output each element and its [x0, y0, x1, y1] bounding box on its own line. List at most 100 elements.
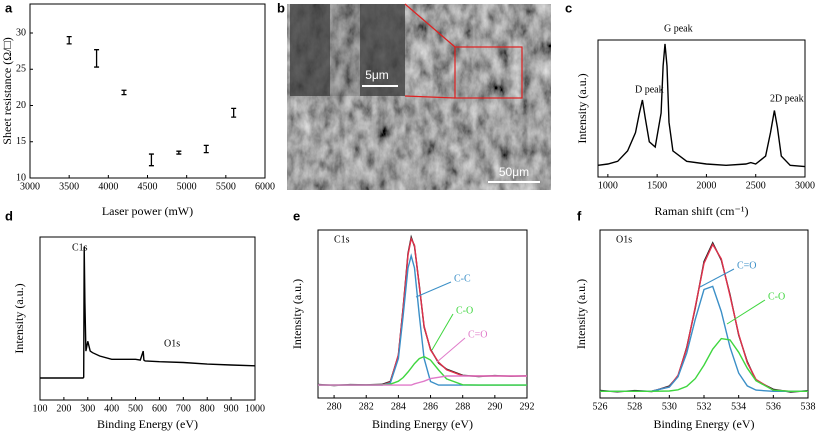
x-tick-label: 4500 [138, 181, 158, 192]
y-axis-label: Intensity (a.u.) [574, 279, 588, 349]
leader-line [699, 268, 735, 288]
plot-frame [317, 229, 528, 399]
annotation: G peak [664, 23, 693, 34]
data-line [318, 375, 527, 386]
scale-bar-label: 50μm [499, 165, 529, 179]
data-line [600, 242, 808, 392]
x-tick-label: 800 [200, 403, 215, 414]
data-line [318, 355, 527, 386]
x-tick-label: 288 [455, 401, 470, 412]
x-tick-label: 532 [697, 401, 712, 412]
error-bar [66, 35, 72, 45]
x-axis-label: Binding Energy (eV) [372, 417, 473, 431]
y-tick-label: 10 [16, 172, 26, 183]
error-bar [231, 107, 237, 118]
x-tick-label: 286 [423, 401, 438, 412]
x-tick-label: 284 [391, 401, 406, 412]
plot-frame [29, 3, 266, 179]
panel-label: a [5, 0, 13, 15]
x-tick-label: 200 [56, 403, 71, 414]
chart-panel: c Raman shift (cm⁻¹) Intensity (a.u.) 1000 1… [565, 0, 815, 217]
x-tick-label: 526 [593, 401, 608, 412]
chart-panel: f Binding Energy (eV) Intensity (a.u.) 526 5… [574, 208, 816, 430]
y-axis-label: Intensity (a.u.) [12, 283, 26, 353]
x-tick-label: 100 [33, 403, 48, 414]
x-tick-label: 5000 [177, 181, 197, 192]
x-axis-label: Binding Energy (eV) [653, 417, 754, 431]
y-axis-label: Intensity (a.u.) [575, 73, 589, 143]
x-tick-label: 5500 [216, 181, 236, 192]
panel-label: e [293, 208, 300, 223]
x-tick-label: 700 [176, 403, 191, 414]
leader-line [415, 281, 452, 298]
x-tick-label: 300 [80, 403, 95, 414]
series-label: C=O [737, 260, 757, 271]
x-tick-label: 3000 [795, 180, 815, 191]
annotation: 2D peak [770, 93, 804, 104]
series-label: C=O [468, 329, 488, 340]
x-tick-label: 536 [766, 401, 781, 412]
annotation: O1s [164, 338, 180, 349]
x-axis-label: Laser power (mW) [102, 204, 193, 218]
plot-frame [597, 39, 806, 178]
x-tick-label: 290 [487, 401, 502, 412]
x-tick-label: 6000 [255, 181, 275, 192]
data-line [318, 236, 527, 386]
leader-line [436, 337, 466, 363]
y-tick-label: 15 [16, 136, 26, 147]
error-bar [176, 150, 182, 155]
x-tick-label: 280 [327, 401, 342, 412]
data-line [597, 43, 806, 168]
error-bar [94, 49, 100, 68]
error-bar [148, 153, 154, 167]
error-bar [121, 89, 127, 96]
y-tick-label: 30 [16, 27, 26, 38]
x-tick-label: 900 [224, 403, 239, 414]
x-tick-label: 282 [359, 401, 374, 412]
zoom-box [454, 46, 523, 99]
x-tick-label: 4000 [98, 181, 118, 192]
data-line [40, 246, 256, 379]
x-axis-label: Raman shift (cm⁻¹) [655, 204, 749, 218]
y-axis-label: Sheet resistance (Ω/□) [0, 37, 14, 144]
x-tick-label: 538 [801, 401, 816, 412]
plot-frame [39, 236, 256, 401]
x-tick-label: 3000 [20, 181, 40, 192]
chart-panel: d Binding Energy (eV) Intensity (a.u.) 100 2… [5, 208, 265, 430]
annotation: C1s [72, 242, 88, 253]
x-tick-label: 400 [104, 403, 119, 414]
x-tick-label: 1000 [245, 403, 265, 414]
y-tick-label: 20 [16, 100, 26, 111]
series-label: C-C [454, 273, 471, 284]
leader-line [431, 313, 454, 351]
panel-label: c [565, 0, 572, 15]
panel-label: b [277, 0, 285, 15]
x-tick-label: 2000 [696, 180, 716, 191]
scale-bar-label: 5μm [365, 68, 389, 82]
annotation: C1s [334, 234, 350, 245]
series-label: C-O [768, 291, 785, 302]
x-tick-label: 292 [520, 401, 535, 412]
y-tick-label: 25 [16, 64, 26, 75]
data-line [318, 253, 527, 386]
x-tick-label: 534 [731, 401, 746, 412]
annotation: O1s [616, 234, 632, 245]
x-tick-label: 1500 [647, 180, 667, 191]
plot-frame [599, 229, 809, 399]
leader-line [726, 299, 766, 325]
x-tick-label: 500 [128, 403, 143, 414]
x-tick-label: 528 [627, 401, 642, 412]
annotation: D peak [635, 84, 664, 95]
error-bar [203, 144, 209, 154]
zoom-line [404, 95, 456, 99]
x-axis-label: Binding Energy (eV) [97, 417, 198, 431]
panel-label: d [5, 208, 13, 223]
x-tick-label: 1000 [598, 180, 618, 191]
x-tick-label: 600 [152, 403, 167, 414]
sem-panel: b 5μm 50μm [277, 0, 551, 190]
chart-panel: e Binding Energy (eV) Intensity (a.u.) 280 2… [290, 208, 535, 430]
y-axis-label: Intensity (a.u.) [290, 279, 304, 349]
x-tick-label: 530 [662, 401, 677, 412]
